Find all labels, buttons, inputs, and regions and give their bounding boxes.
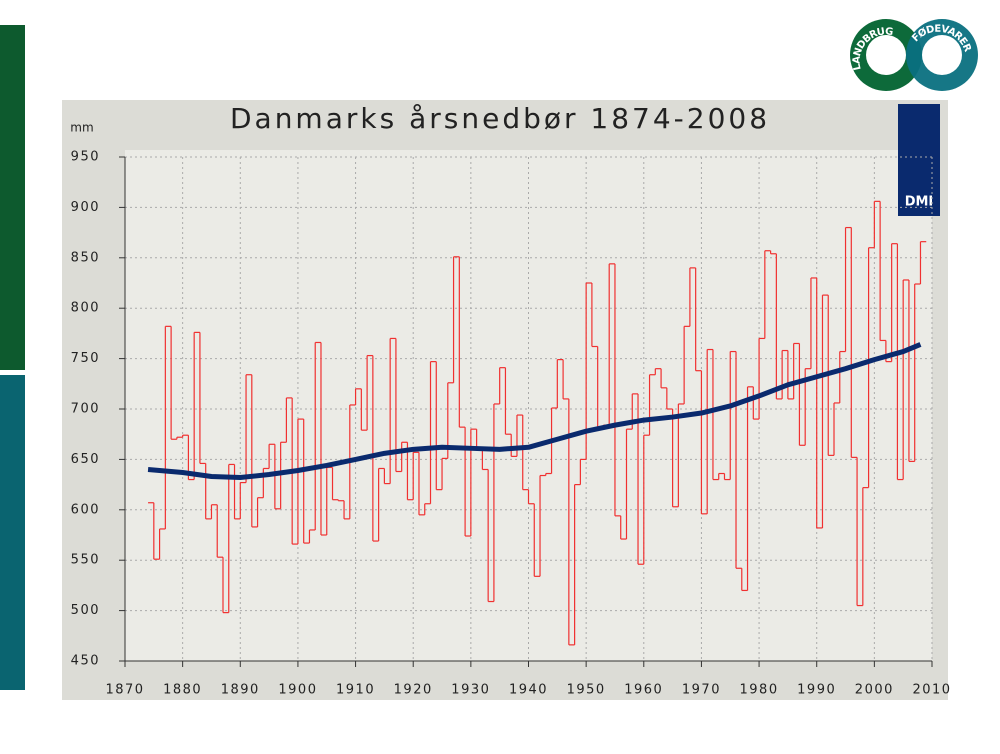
logo: LANDBRUG FØDEVARER [850,19,978,91]
y-tick-label: 850 [71,250,100,265]
x-tick-label: 1880 [163,683,202,698]
y-tick-label: 500 [71,603,100,618]
side-bar [0,25,25,370]
y-tick-label: 450 [71,654,100,669]
y-axis-label: mm [70,121,93,135]
x-tick-label: 1980 [740,683,779,698]
badge-text: DMI [905,195,934,210]
x-tick-label: 1950 [567,683,606,698]
dmi-badge: DMI [898,104,940,216]
x-tick-label: 1940 [509,683,548,698]
y-tick-label: 750 [71,351,100,366]
x-tick-label: 1990 [797,683,836,698]
x-tick-label: 1960 [624,683,663,698]
y-tick-label: 950 [71,150,100,165]
y-tick-label: 650 [71,452,100,467]
x-tick-label: 1930 [451,683,490,698]
x-tick-label: 1920 [394,683,433,698]
y-tick-label: 800 [71,301,100,316]
chart-title: Danmarks årsnedbør 1874-2008 [230,102,770,135]
y-tick-label: 700 [71,402,100,417]
y-tick-label: 600 [71,502,100,517]
x-tick-label: 2010 [912,683,951,698]
x-tick-label: 1890 [221,683,260,698]
y-tick-label: 900 [71,200,100,215]
x-tick-label: 2000 [855,683,894,698]
plot-area [125,150,932,661]
x-tick-label: 1910 [336,683,375,698]
trend-line [147,342,922,481]
side-bar [0,375,25,690]
x-tick-label: 1870 [105,683,144,698]
x-tick-label: 1970 [682,683,721,698]
y-tick-label: 550 [71,553,100,568]
x-tick-label: 1900 [278,683,317,698]
